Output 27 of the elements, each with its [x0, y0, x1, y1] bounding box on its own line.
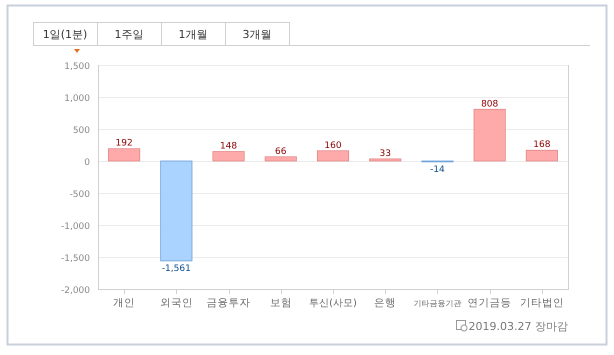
data-label: 808: [481, 99, 499, 110]
y-tick-label: -2,000: [60, 286, 90, 296]
tabs: 1일(1분) 1주일 1개월 3개월: [32, 22, 590, 46]
x-tick-label: 금융투자: [206, 297, 251, 309]
y-tick-label: 0: [84, 158, 90, 168]
y-tick-label: 500: [72, 126, 90, 136]
y-tick-label: -500: [70, 190, 90, 200]
data-label: 33: [379, 148, 391, 159]
data-label: 160: [324, 140, 342, 151]
x-tick-label: 개인: [113, 297, 136, 309]
x-tick-label: 외국인: [160, 297, 193, 309]
data-label: 168: [533, 140, 551, 150]
x-tick-label: 기타법인: [520, 297, 564, 309]
data-label: -1,561: [162, 264, 191, 274]
x-tick-label: 보험: [270, 297, 292, 309]
data-label: 192: [116, 138, 133, 149]
x-tick-label: 연기금등: [468, 297, 512, 309]
x-tick-label: 투신(사모): [309, 298, 357, 309]
y-tick-label: -1,500: [60, 254, 90, 264]
data-label: -14: [430, 164, 446, 175]
y-tick-label: -1,000: [60, 222, 90, 232]
y-tick-label: 1,000: [64, 94, 90, 104]
data-label: 66: [275, 146, 287, 157]
y-tick-label: 1,500: [64, 62, 90, 72]
text: 2019.03.27 장마감: [468, 320, 568, 333]
x-tick-label: 은행: [374, 297, 396, 309]
data-label: 148: [220, 142, 238, 152]
